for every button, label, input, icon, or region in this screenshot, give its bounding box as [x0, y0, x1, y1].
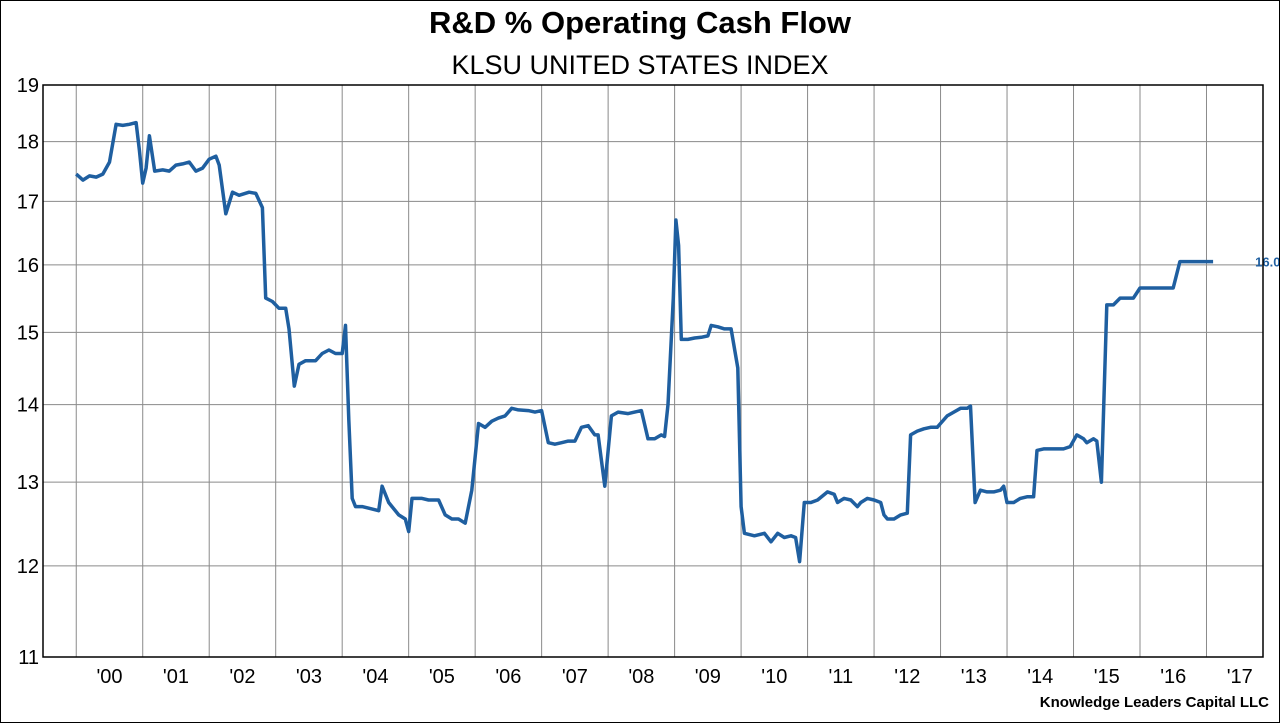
x-tick-label: '06	[495, 666, 521, 688]
chart-series: 16.05	[75, 120, 1279, 564]
credit-text: Knowledge Leaders Capital LLC	[1039, 694, 1269, 711]
x-tick-label: '12	[894, 666, 920, 688]
x-tick-label: '02	[229, 666, 255, 688]
chart-subtitle: KLSU UNITED STATES INDEX	[451, 50, 829, 80]
x-tick-label: '08	[628, 666, 654, 688]
plot-border	[42, 84, 1264, 658]
x-tick-label: '15	[1094, 666, 1120, 688]
x-tick-label: '14	[1027, 666, 1053, 688]
x-tick-label: '17	[1227, 666, 1253, 688]
y-tick-label: 17	[17, 191, 39, 213]
y-tick-label: 19	[17, 75, 39, 97]
x-tick-label: '11	[829, 666, 854, 688]
y-tick-label: 18	[17, 132, 39, 154]
x-axis-ticks: '00 '01 '02 '03 '04 '05 '06 '07 '08 '09 '10 '11 '12 '…	[96, 666, 1252, 688]
chart-title: R&D % Operating Cash Flow	[429, 5, 851, 40]
x-tick-label: '13	[961, 666, 987, 688]
chart-grid	[43, 84, 1263, 658]
x-tick-label: '05	[429, 666, 455, 688]
x-tick-label: '07	[562, 666, 588, 688]
y-tick-label: 12	[17, 556, 39, 578]
x-tick-label: '00	[96, 666, 122, 688]
y-tick-label: 14	[17, 395, 39, 417]
x-tick-label: '03	[296, 666, 322, 688]
y-tick-label: 16	[17, 255, 39, 277]
x-tick-label: '10	[761, 666, 787, 688]
x-tick-label: '09	[695, 666, 721, 688]
y-tick-label: 13	[17, 472, 39, 494]
end-value-label: 16.05	[1255, 255, 1279, 270]
y-tick-label: 11	[18, 647, 39, 669]
x-tick-label: '01	[163, 666, 189, 688]
x-tick-label: '04	[362, 666, 388, 688]
y-axis-ticks: 11 12 13 14 15 16 17 18 19	[17, 75, 39, 669]
x-tick-label: '16	[1160, 666, 1186, 688]
series-line	[75, 120, 1214, 564]
y-tick-label: 15	[17, 322, 39, 344]
